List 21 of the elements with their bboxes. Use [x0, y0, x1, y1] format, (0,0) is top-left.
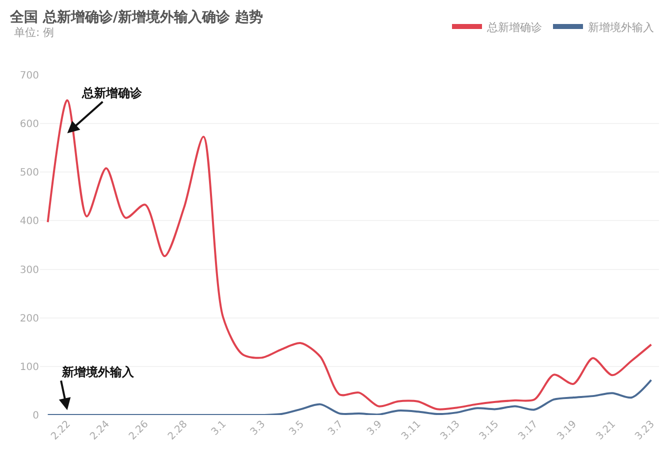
legend-label: 新增境外输入 — [588, 20, 654, 34]
y-tick-label: 600 — [20, 119, 39, 130]
line-series — [46, 379, 652, 415]
annotation: 新增境外输入 — [61, 365, 135, 379]
legend-label: 总新增确诊 — [486, 20, 542, 34]
annotation: 总新增确诊 — [81, 86, 143, 100]
chart-subtitle: 单位: 例 — [14, 26, 54, 39]
chart-title: 全国 总新增确诊/新增境外输入确诊 趋势 — [9, 8, 263, 26]
x-tick-label: 3.1 — [210, 418, 229, 438]
y-tick-label: 100 — [20, 362, 39, 373]
x-tick-label: 3.7 — [326, 418, 346, 438]
line-series — [46, 99, 652, 410]
y-tick-label: 700 — [20, 70, 39, 82]
y-tick-label: 0 — [32, 410, 39, 422]
y-tick-label: 300 — [20, 264, 39, 276]
x-tick-label: 3.3 — [248, 418, 268, 438]
x-tick-label: 3.5 — [287, 418, 306, 438]
y-tick-label: 200 — [20, 313, 39, 324]
y-tick-label: 500 — [20, 168, 39, 179]
y-tick-label: 400 — [20, 216, 39, 228]
x-tick-label: 3.9 — [365, 418, 384, 438]
